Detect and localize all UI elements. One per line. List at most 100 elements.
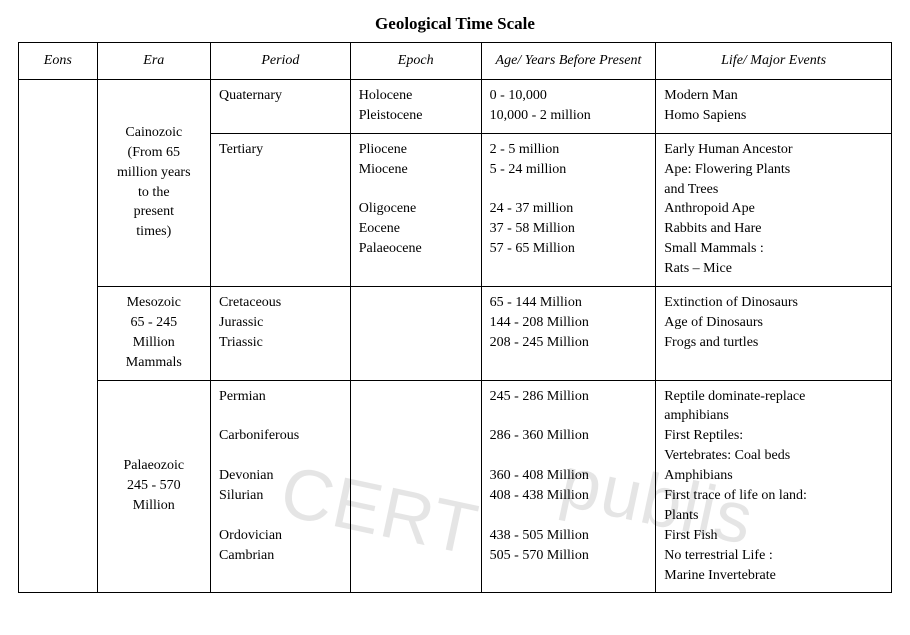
age-cell: 2 - 5 million5 - 24 million 24 - 37 mill… (481, 133, 656, 286)
period-line: Triassic (219, 334, 342, 353)
era-label-line: to the (106, 184, 202, 203)
period-line (219, 447, 342, 466)
era-label-line: (From 65 (106, 144, 202, 163)
era-label-line: times) (106, 223, 202, 242)
life-line: and Trees (664, 181, 883, 200)
period-line (219, 407, 342, 426)
col-age: Age/ Years Before Present (481, 43, 656, 80)
era-cell: Mesozoic65 - 245MillionMammals (97, 287, 210, 381)
age-line: 286 - 360 Million (490, 427, 648, 446)
age-line (490, 407, 648, 426)
era-label-line: Million (106, 334, 202, 353)
age-line (490, 181, 648, 200)
col-era: Era (97, 43, 210, 80)
age-line: 208 - 245 Million (490, 334, 648, 353)
period-line: Cretaceous (219, 294, 342, 313)
age-line: 65 - 144 Million (490, 294, 648, 313)
period-line: Devonian (219, 467, 342, 486)
life-line: Frogs and turtles (664, 334, 883, 353)
epoch-line: Pleistocene (359, 107, 473, 126)
age-line: 37 - 58 Million (490, 220, 648, 239)
life-line: Small Mammals : (664, 240, 883, 259)
period-line: Quaternary (219, 87, 342, 106)
period-line: Tertiary (219, 141, 342, 160)
epoch-line: Palaeocene (359, 240, 473, 259)
epoch-line: Pliocene (359, 141, 473, 160)
table-row: Cainozoic(From 65million yearsto thepres… (19, 80, 892, 134)
period-line: Jurassic (219, 314, 342, 333)
col-eons: Eons (19, 43, 98, 80)
page-title: Geological Time Scale (18, 14, 892, 34)
age-line: 24 - 37 million (490, 200, 648, 219)
age-line: 438 - 505 Million (490, 527, 648, 546)
age-line: 10,000 - 2 million (490, 107, 648, 126)
life-line: Modern Man (664, 87, 883, 106)
epoch-cell (350, 380, 481, 593)
period-line: Cambrian (219, 547, 342, 566)
age-line: 360 - 408 Million (490, 467, 648, 486)
epoch-line (359, 181, 473, 200)
era-cell: Palaeozoic245 - 570Million (97, 380, 210, 593)
life-line: Plants (664, 507, 883, 526)
col-period: Period (211, 43, 351, 80)
epoch-line: Holocene (359, 87, 473, 106)
period-line: Silurian (219, 487, 342, 506)
period-line (219, 507, 342, 526)
epoch-line: Eocene (359, 220, 473, 239)
col-life: Life/ Major Events (656, 43, 892, 80)
age-line: 2 - 5 million (490, 141, 648, 160)
era-label-line: 245 - 570 (106, 477, 202, 496)
period-line: Permian (219, 388, 342, 407)
period-cell: CretaceousJurassicTriassic (211, 287, 351, 381)
life-line: Rabbits and Hare (664, 220, 883, 239)
era-label-line: Palaeozoic (106, 457, 202, 476)
period-cell: Tertiary (211, 133, 351, 286)
life-line: Marine Invertebrate (664, 567, 883, 586)
life-line: No terrestrial Life : (664, 547, 883, 566)
life-line: Early Human Ancestor (664, 141, 883, 160)
age-line: 245 - 286 Million (490, 388, 648, 407)
life-cell: Early Human AncestorApe: Flowering Plant… (656, 133, 892, 286)
age-line: 5 - 24 million (490, 161, 648, 180)
era-label-line: Cainozoic (106, 124, 202, 143)
table-row: Palaeozoic245 - 570MillionPermian Carbon… (19, 380, 892, 593)
period-cell: Permian Carboniferous DevonianSilurian O… (211, 380, 351, 593)
life-line: Amphibians (664, 467, 883, 486)
age-line: 408 - 438 Million (490, 487, 648, 506)
age-cell: 245 - 286 Million 286 - 360 Million 360 … (481, 380, 656, 593)
life-line: amphibians (664, 407, 883, 426)
life-line: Anthropoid Ape (664, 200, 883, 219)
life-cell: Reptile dominate-replaceamphibiansFirst … (656, 380, 892, 593)
age-line: 144 - 208 Million (490, 314, 648, 333)
era-label-line: Million (106, 497, 202, 516)
period-line: Carboniferous (219, 427, 342, 446)
age-cell: 65 - 144 Million144 - 208 Million208 - 2… (481, 287, 656, 381)
epoch-cell (350, 287, 481, 381)
life-line: Ape: Flowering Plants (664, 161, 883, 180)
epoch-line: Miocene (359, 161, 473, 180)
era-label-line: Mammals (106, 354, 202, 373)
life-line: Reptile dominate-replace (664, 388, 883, 407)
era-label-line: Mesozoic (106, 294, 202, 313)
life-cell: Modern ManHomo Sapiens (656, 80, 892, 134)
age-line (490, 507, 648, 526)
header-row: Eons Era Period Epoch Age/ Years Before … (19, 43, 892, 80)
life-line: Rats – Mice (664, 260, 883, 279)
life-line: Vertebrates: Coal beds (664, 447, 883, 466)
life-line: Homo Sapiens (664, 107, 883, 126)
life-cell: Extinction of DinosaursAge of DinosaursF… (656, 287, 892, 381)
life-line: First trace of life on land: (664, 487, 883, 506)
epoch-cell: HolocenePleistocene (350, 80, 481, 134)
epoch-cell: PlioceneMiocene OligoceneEocenePalaeocen… (350, 133, 481, 286)
age-line: 505 - 570 Million (490, 547, 648, 566)
col-epoch: Epoch (350, 43, 481, 80)
period-cell: Quaternary (211, 80, 351, 134)
life-line: First Reptiles: (664, 427, 883, 446)
table-row: Mesozoic65 - 245MillionMammalsCretaceous… (19, 287, 892, 381)
eons-cell (19, 80, 98, 593)
life-line: Age of Dinosaurs (664, 314, 883, 333)
life-line: Extinction of Dinosaurs (664, 294, 883, 313)
life-line: First Fish (664, 527, 883, 546)
era-label-line: million years (106, 164, 202, 183)
era-cell: Cainozoic(From 65million yearsto thepres… (97, 80, 210, 287)
